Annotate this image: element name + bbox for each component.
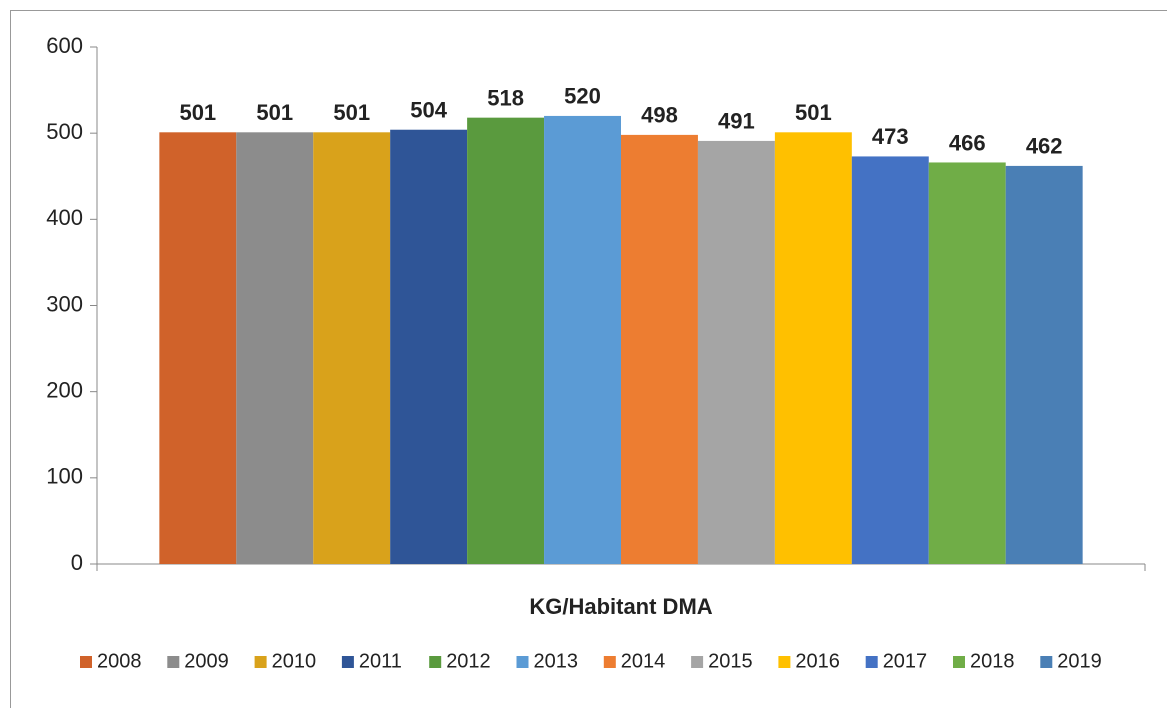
y-tick-label: 0 bbox=[71, 550, 83, 575]
bar bbox=[928, 162, 1006, 565]
legend-swatch bbox=[429, 656, 442, 668]
value-label: 491 bbox=[718, 109, 755, 134]
legend-swatch bbox=[778, 656, 791, 668]
bar bbox=[1005, 165, 1083, 564]
legend-swatch bbox=[1040, 656, 1053, 668]
bar bbox=[390, 129, 468, 564]
legend-label: 2011 bbox=[359, 650, 402, 672]
legend-label: 2012 bbox=[446, 650, 491, 672]
legend-label: 2013 bbox=[534, 650, 579, 672]
value-label: 466 bbox=[949, 130, 986, 155]
legend-label: 2009 bbox=[184, 650, 229, 672]
legend-label: 2014 bbox=[621, 650, 666, 672]
value-label: 462 bbox=[1026, 134, 1063, 159]
value-label: 501 bbox=[795, 100, 832, 125]
legend-swatch bbox=[516, 656, 529, 668]
value-label: 473 bbox=[872, 124, 909, 149]
bar bbox=[697, 140, 775, 564]
value-label: 501 bbox=[256, 100, 293, 125]
bar bbox=[851, 156, 929, 564]
x-tick-label: KG/Habitant DMA bbox=[529, 594, 712, 619]
legend-swatch bbox=[603, 656, 616, 668]
bar bbox=[774, 132, 852, 564]
value-label: 498 bbox=[641, 103, 678, 128]
value-label: 504 bbox=[410, 98, 447, 123]
y-tick-label: 300 bbox=[46, 291, 83, 316]
legend-swatch bbox=[691, 656, 704, 668]
bar bbox=[621, 134, 698, 564]
bar bbox=[467, 117, 545, 564]
legend-label: 2016 bbox=[795, 650, 840, 672]
legend-swatch bbox=[167, 656, 180, 668]
legend-swatch bbox=[254, 656, 267, 668]
legend-label: 2018 bbox=[970, 650, 1015, 672]
y-tick-label: 600 bbox=[46, 33, 83, 58]
value-label: 501 bbox=[179, 100, 216, 125]
bar bbox=[159, 132, 237, 564]
legend-label: 2017 bbox=[883, 650, 928, 672]
legend-swatch bbox=[953, 656, 965, 668]
y-tick-label: 200 bbox=[46, 377, 83, 402]
y-tick-label: 400 bbox=[46, 205, 83, 230]
y-tick-label: 500 bbox=[46, 119, 83, 144]
bar bbox=[313, 132, 391, 564]
y-tick-label: 100 bbox=[46, 464, 83, 489]
value-label: 520 bbox=[564, 84, 601, 109]
legend-label: 2008 bbox=[97, 650, 142, 672]
legend-swatch bbox=[341, 656, 354, 668]
legend-swatch bbox=[865, 656, 878, 668]
bar bbox=[236, 132, 314, 564]
value-label: 501 bbox=[333, 100, 370, 125]
value-label: 518 bbox=[487, 85, 524, 110]
legend-label: 2015 bbox=[708, 650, 753, 672]
legend-label: 2010 bbox=[272, 650, 317, 672]
legend-label: 2019 bbox=[1057, 650, 1102, 672]
chart-border bbox=[10, 10, 1167, 708]
legend-swatch bbox=[80, 656, 92, 668]
bar bbox=[544, 115, 621, 564]
